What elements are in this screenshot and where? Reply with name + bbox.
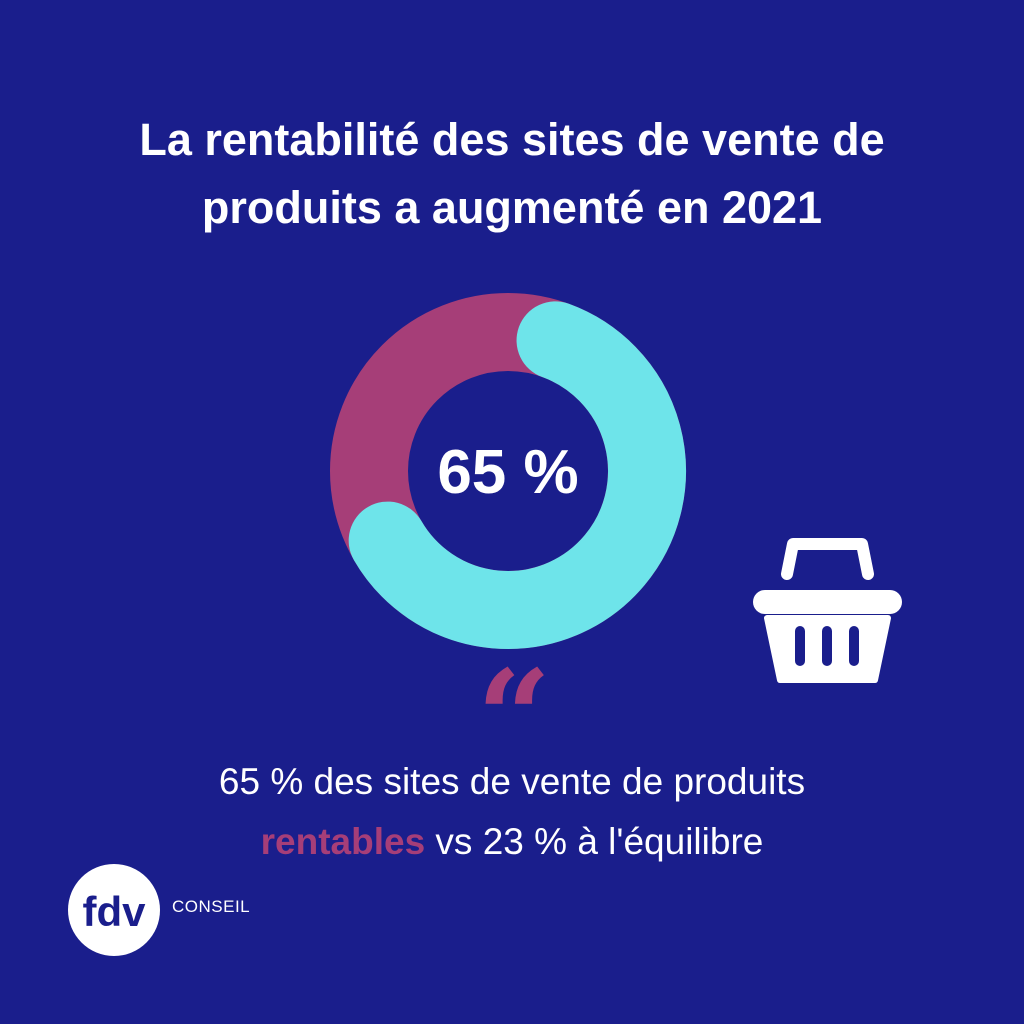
donut-center-label: 65 % [437,438,578,507]
quote-icon: “ [476,641,552,794]
caption-after: vs 23 % à l'équilibre [425,821,764,862]
brand-logo: fdv [68,864,160,956]
title-line-2: produits a augmenté en 2021 [201,182,823,233]
caption-text: 65 % des sites de vente de produits rent… [170,752,854,872]
title-line-1: La rentabilité des sites de vente de [139,114,885,165]
page-title: La rentabilité des sites de vente de pro… [40,106,984,242]
donut-main-slice [348,301,686,649]
donut-chart: 65 % [330,293,686,649]
shopping-basket-icon [753,538,902,683]
logo-text: fdv [83,888,147,935]
caption-before: 65 % des sites de vente de produits [218,761,806,802]
brand-word: CONSEIL [172,897,251,916]
caption-highlight: rentables [260,821,426,862]
